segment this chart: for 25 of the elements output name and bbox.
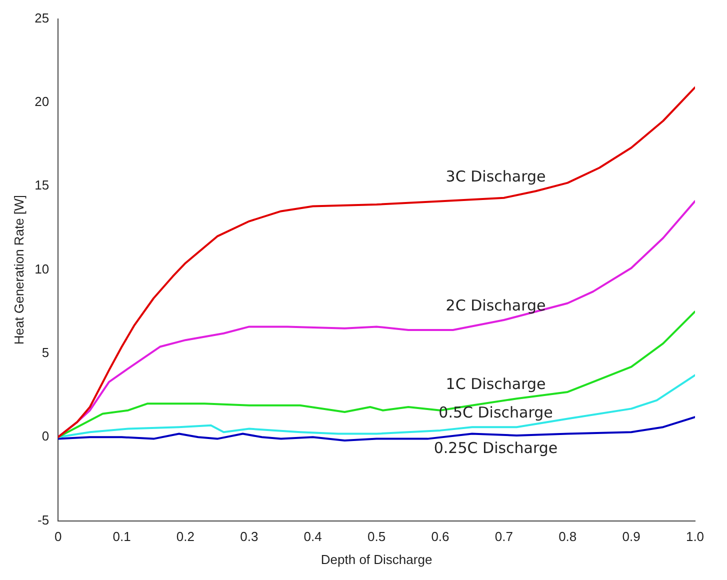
series-label: 2C Discharge — [446, 296, 546, 314]
series-label: 3C Discharge — [446, 168, 546, 186]
x-tick-label: 0.3 — [240, 529, 258, 544]
x-tick-label: 0 — [54, 529, 62, 544]
y-tick-label: 15 — [34, 178, 50, 193]
x-tick-label: 0.2 — [176, 529, 194, 544]
x-tick-label: 0.8 — [558, 529, 577, 544]
x-tick-label: 1.0 — [686, 529, 704, 544]
y-tick-label: 25 — [34, 10, 50, 26]
x-tick-label: 0.4 — [304, 529, 322, 544]
x-axis-title: Depth of Discharge — [320, 552, 432, 567]
y-axis-title: Heat Generation Rate [W] — [11, 195, 26, 345]
y-tick-label: 5 — [42, 345, 50, 360]
y-tick-label: 10 — [34, 261, 50, 276]
y-tick-label: 0 — [42, 428, 50, 444]
y-tick-label: -5 — [37, 512, 50, 528]
x-tick-label: 0.5 — [367, 529, 386, 544]
x-tick-label: 0.9 — [622, 529, 640, 544]
x-tick-label: 0.6 — [431, 529, 450, 544]
series-label: 0.25C Discharge — [434, 438, 558, 457]
series-label: 0.5C Discharge — [438, 403, 553, 422]
series-label: 1C Discharge — [446, 375, 546, 394]
x-tick-label: 0.7 — [494, 529, 513, 544]
x-tick-label: 0.1 — [112, 529, 131, 544]
y-tick-label: 20 — [34, 94, 50, 110]
